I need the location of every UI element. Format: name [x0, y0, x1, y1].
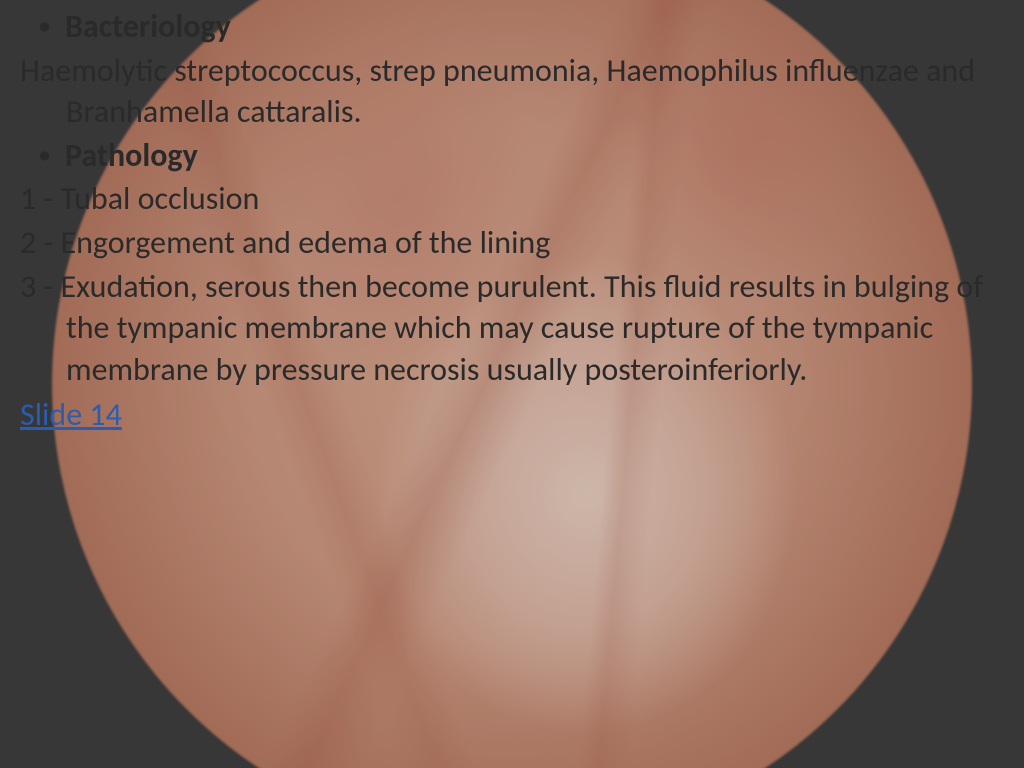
slide-content: • Bacteriology Haemolytic streptococcus,… [0, 0, 1024, 768]
pathology-item-3: 3 - Exudation, serous then become purule… [20, 266, 1004, 391]
bullet-pathology: • Pathology [20, 135, 1004, 177]
bullet-dot-icon: • [38, 135, 51, 174]
pathology-item-2: 2 - Engorgement and edema of the lining [20, 222, 1004, 264]
bullet-bacteriology: • Bacteriology [20, 6, 1004, 48]
bullet-bacteriology-label: Bacteriology [65, 6, 231, 48]
bullet-dot-icon: • [38, 6, 51, 45]
slide-14-link[interactable]: Slide 14 [20, 394, 122, 436]
bacteriology-body: Haemolytic streptococcus, strep pneumoni… [20, 50, 1004, 133]
bullet-pathology-label: Pathology [65, 135, 198, 177]
pathology-item-1: 1 - Tubal occlusion [20, 178, 1004, 220]
